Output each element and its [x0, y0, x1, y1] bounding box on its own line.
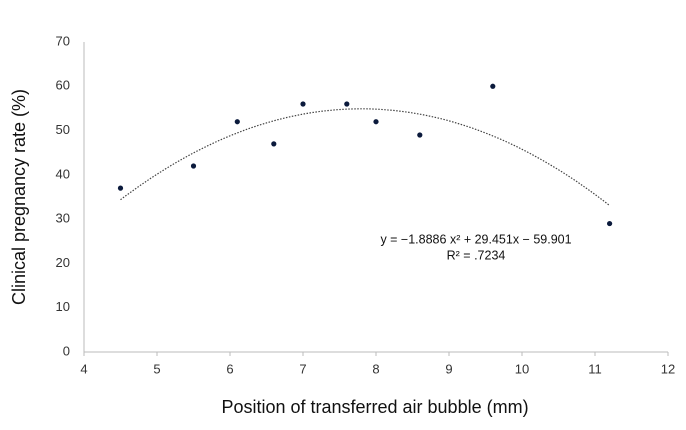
x-tick-label: 11	[588, 361, 602, 376]
y-tick-label: 60	[56, 78, 70, 93]
x-tick-label: 8	[372, 361, 379, 376]
x-tick-label: 4	[80, 361, 87, 376]
data-point	[344, 101, 350, 107]
y-axis-label: Clinical pregnancy rate (%)	[9, 89, 29, 305]
r-squared-label: R² = .7234	[447, 248, 506, 262]
x-tick-label: 5	[153, 361, 160, 376]
x-axis-label: Position of transferred air bubble (mm)	[221, 397, 528, 417]
data-point	[417, 132, 423, 138]
x-tick-label: 9	[445, 361, 452, 376]
equation-label: y = −1.8886 x² + 29.451x − 59.901	[380, 232, 571, 246]
data-point	[300, 101, 306, 107]
data-point	[117, 185, 124, 191]
y-tick-label: 40	[56, 166, 70, 181]
data-point	[190, 163, 197, 169]
x-tick-label: 12	[661, 361, 675, 376]
y-tick-label: 0	[63, 343, 70, 358]
data-point	[373, 119, 379, 125]
y-tick-label: 50	[56, 122, 70, 137]
trendline	[120, 108, 610, 206]
x-tick-label: 7	[299, 361, 306, 376]
y-tick-label: 70	[56, 33, 70, 48]
data-point	[607, 220, 613, 227]
y-tick-label: 20	[56, 255, 70, 270]
x-tick-label: 10	[515, 361, 529, 376]
y-tick-label: 10	[56, 299, 70, 314]
data-point	[271, 141, 277, 147]
data-point	[234, 119, 240, 125]
data-point	[490, 83, 496, 89]
y-tick-label: 30	[56, 211, 70, 226]
x-tick-label: 6	[226, 361, 233, 376]
